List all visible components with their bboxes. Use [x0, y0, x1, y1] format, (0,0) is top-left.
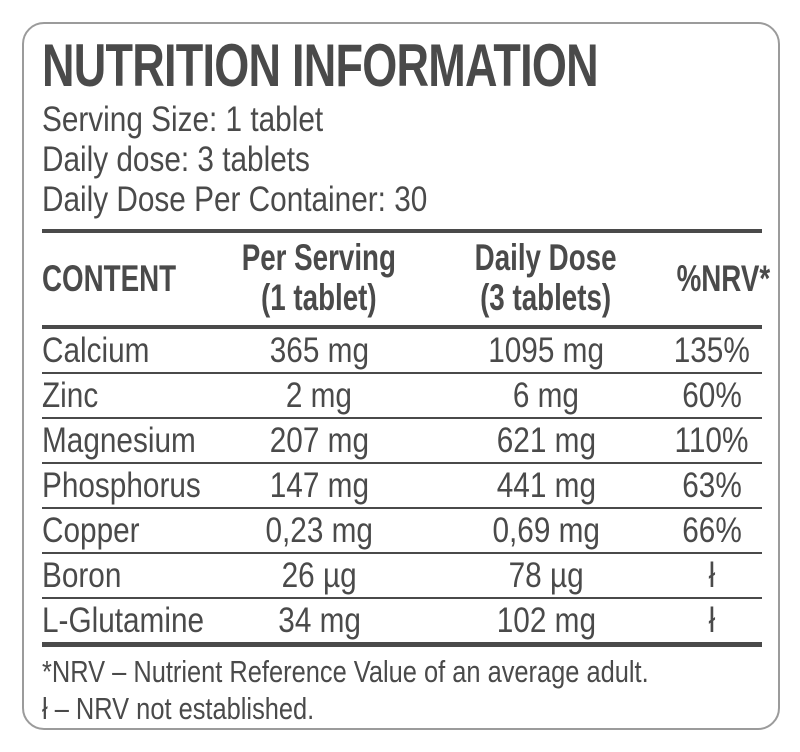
footnote-nrv-not-established: ł – NRV not established. — [42, 691, 315, 726]
table-row: Calcium 365 mg 1095 mg 135% — [42, 327, 762, 374]
nutrition-title-text: NUTRITION INFORMATION — [42, 32, 599, 99]
header-per-serving: Per Serving (1 tablet) — [207, 229, 431, 329]
nrv-value: 60% — [661, 373, 762, 419]
per-serving-value: 0,23 mg — [207, 508, 431, 554]
nutrient-name: L-Glutamine — [42, 598, 208, 647]
per-serving-value: 26 µg — [207, 553, 431, 599]
per-serving-value: 147 mg — [207, 463, 431, 509]
nutrition-title: NUTRITION INFORMATION — [42, 34, 762, 98]
table-row: L-Glutamine 34 mg 102 mg ł — [42, 598, 762, 647]
nutrient-name: Calcium — [42, 327, 208, 374]
nrv-value: 110% — [661, 418, 762, 464]
nutrient-name: Zinc — [42, 373, 208, 419]
daily-dose-value: 0,69 mg — [430, 508, 662, 554]
serving-info: Serving Size: 1 tablet Daily dose: 3 tab… — [42, 100, 762, 220]
nrv-value: 63% — [661, 463, 762, 509]
per-serving-value: 2 mg — [207, 373, 431, 419]
footnote-nrv-definition: *NRV – Nutrient Reference Value of an av… — [42, 654, 649, 689]
table-row: Phosphorus 147 mg 441 mg 63% — [42, 463, 762, 509]
nutrition-table: CONTENT Per Serving (1 tablet) Daily Dos… — [42, 229, 770, 647]
dose-per-container-line: Daily Dose Per Container: 30 — [42, 180, 428, 219]
nutrition-label-panel: NUTRITION INFORMATION Serving Size: 1 ta… — [22, 22, 780, 730]
table-row: Zinc 2 mg 6 mg 60% — [42, 373, 762, 419]
nutrient-name: Phosphorus — [42, 463, 208, 509]
nutrient-name: Copper — [42, 508, 208, 554]
nrv-value: ł — [661, 553, 762, 599]
per-serving-value: 34 mg — [207, 598, 431, 647]
nrv-value: 66% — [661, 508, 762, 554]
header-content: CONTENT — [42, 229, 208, 329]
nrv-value: ł — [661, 598, 762, 647]
table-row: Copper 0,23 mg 0,69 mg 66% — [42, 508, 762, 554]
table-header-row: CONTENT Per Serving (1 tablet) Daily Dos… — [42, 229, 770, 329]
table-row: Magnesium 207 mg 621 mg 110% — [42, 418, 762, 464]
header-daily-dose: Daily Dose (3 tablets) — [430, 229, 662, 329]
serving-size-line: Serving Size: 1 tablet — [42, 100, 324, 139]
footnotes: *NRV – Nutrient Reference Value of an av… — [42, 653, 762, 727]
daily-dose-value: 102 mg — [430, 598, 662, 647]
nrv-value: 135% — [661, 327, 762, 374]
table-row: Boron 26 µg 78 µg ł — [42, 553, 762, 599]
daily-dose-line: Daily dose: 3 tablets — [42, 140, 310, 179]
per-serving-value: 207 mg — [207, 418, 431, 464]
header-nrv: %NRV* — [661, 229, 770, 329]
daily-dose-value: 621 mg — [430, 418, 662, 464]
nutrient-name: Magnesium — [42, 418, 208, 464]
daily-dose-value: 6 mg — [430, 373, 662, 419]
daily-dose-value: 78 µg — [430, 553, 662, 599]
nutrient-name: Boron — [42, 553, 208, 599]
daily-dose-value: 441 mg — [430, 463, 662, 509]
per-serving-value: 365 mg — [207, 327, 431, 374]
daily-dose-value: 1095 mg — [430, 327, 662, 374]
